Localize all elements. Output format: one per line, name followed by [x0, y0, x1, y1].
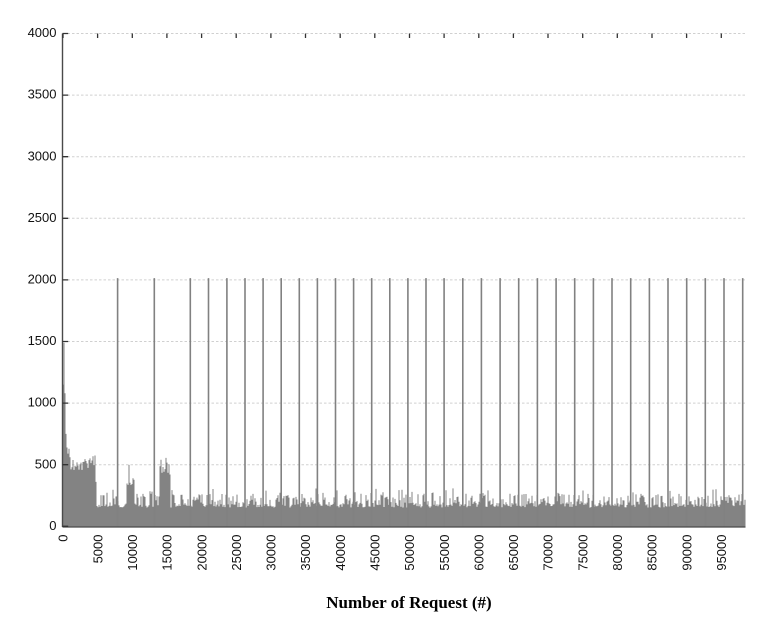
svg-text:0: 0: [49, 518, 56, 533]
svg-text:95000: 95000: [714, 535, 729, 571]
svg-text:10000: 10000: [125, 535, 140, 571]
svg-text:35000: 35000: [298, 535, 313, 571]
svg-text:30000: 30000: [264, 535, 279, 571]
svg-text:60000: 60000: [472, 535, 487, 571]
svg-text:1000: 1000: [28, 395, 57, 410]
svg-text:3500: 3500: [28, 87, 57, 102]
svg-text:20000: 20000: [194, 535, 209, 571]
svg-text:5000: 5000: [90, 535, 105, 564]
svg-text:0: 0: [56, 535, 71, 542]
svg-text:50000: 50000: [402, 535, 417, 571]
svg-text:4000: 4000: [28, 25, 57, 40]
svg-text:55000: 55000: [437, 535, 452, 571]
svg-text:80000: 80000: [610, 535, 625, 571]
svg-text:45000: 45000: [368, 535, 383, 571]
svg-text:65000: 65000: [506, 535, 521, 571]
svg-text:500: 500: [35, 456, 57, 471]
svg-text:2000: 2000: [28, 272, 57, 287]
svg-text:15000: 15000: [160, 535, 175, 571]
svg-text:85000: 85000: [645, 535, 660, 571]
svg-text:Number of Request (#): Number of Request (#): [326, 593, 491, 612]
svg-text:70000: 70000: [541, 535, 556, 571]
svg-text:40000: 40000: [333, 535, 348, 571]
svg-text:2500: 2500: [28, 210, 57, 225]
svg-text:75000: 75000: [575, 535, 590, 571]
svg-text:25000: 25000: [229, 535, 244, 571]
svg-text:90000: 90000: [679, 535, 694, 571]
svg-text:3000: 3000: [28, 148, 57, 163]
svg-text:1500: 1500: [28, 333, 57, 348]
